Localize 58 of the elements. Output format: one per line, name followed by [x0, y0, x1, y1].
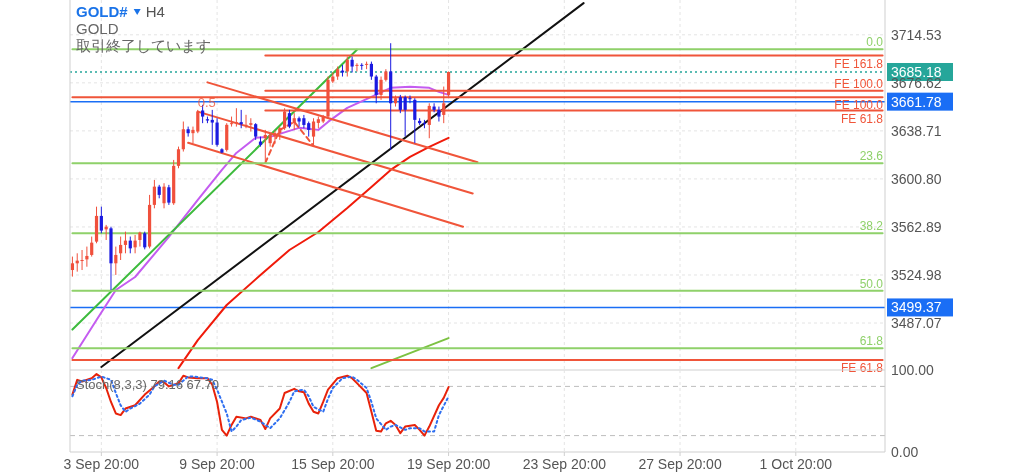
y-tick-label: 3487.07 [891, 315, 942, 332]
candlestick [369, 61, 374, 81]
annotation: GOLD [76, 20, 119, 37]
candlestick [138, 231, 142, 248]
series-label: FE 100.0 [834, 76, 884, 91]
series-label: 38.2 [859, 219, 884, 234]
ref-line-label: 3661.78 [891, 93, 942, 110]
series-label: FE 61.8 [840, 111, 884, 126]
ref-line-label: 3499.37 [891, 299, 942, 316]
y-tick-label: 3714.53 [891, 26, 942, 43]
candlestick [413, 97, 417, 144]
y-tick-label: 100.00 [891, 362, 935, 378]
line-series [177, 136, 450, 370]
series-label: 0.0 [866, 35, 884, 50]
y-tick-label: 3600.80 [891, 170, 942, 187]
candlestick [437, 106, 441, 123]
candlestick [152, 179, 156, 209]
candlestick [249, 117, 253, 133]
series-label: FE 61.8 [840, 361, 884, 376]
candlestick [239, 109, 243, 129]
series-label: FE 161.8 [834, 56, 884, 71]
line-series [71, 85, 450, 360]
candlestick [181, 121, 185, 153]
chart-subtitle: H4 [145, 3, 165, 20]
candlestick [210, 109, 214, 146]
candlestick [287, 109, 292, 129]
x-tick-label: 19 Sep 20:00 [406, 456, 491, 472]
candlestick [374, 74, 378, 104]
chart-title: GOLD# [76, 3, 129, 20]
candlestick [176, 146, 181, 169]
x-tick-label: 23 Sep 20:00 [522, 456, 607, 472]
x-tick-label: 27 Sep 20:00 [638, 456, 722, 472]
candlestick [297, 116, 301, 128]
candlestick [432, 102, 436, 113]
candlestick [167, 184, 171, 206]
candlestick [99, 206, 103, 234]
y-tick-label: 0.00 [891, 444, 919, 460]
y-tick-label: 3638.71 [891, 122, 942, 139]
candlestick [80, 249, 84, 271]
series-label: 61.8 [859, 334, 884, 349]
candlestick [244, 114, 248, 129]
candlestick [398, 94, 402, 114]
candlestick [162, 182, 166, 209]
candlestick [350, 56, 354, 73]
candlestick [229, 116, 234, 128]
candlestick [273, 130, 277, 145]
x-tick-label: 1 Oct 20:00 [759, 456, 833, 472]
x-tick-label: 9 Sep 20:00 [179, 456, 256, 472]
x-tick-label: 15 Sep 20:00 [291, 456, 375, 472]
x-tick-label: 3 Sep 20:00 [63, 456, 140, 472]
y-tick-label: 3562.89 [891, 218, 942, 235]
candlestick [355, 62, 359, 72]
candlestick [90, 236, 94, 258]
series-label: 23.6 [859, 149, 884, 164]
y-tick-label: 3524.98 [891, 266, 942, 283]
candlestick [215, 117, 219, 148]
series-label: 50.0 [859, 276, 884, 291]
candlestick [70, 256, 75, 278]
